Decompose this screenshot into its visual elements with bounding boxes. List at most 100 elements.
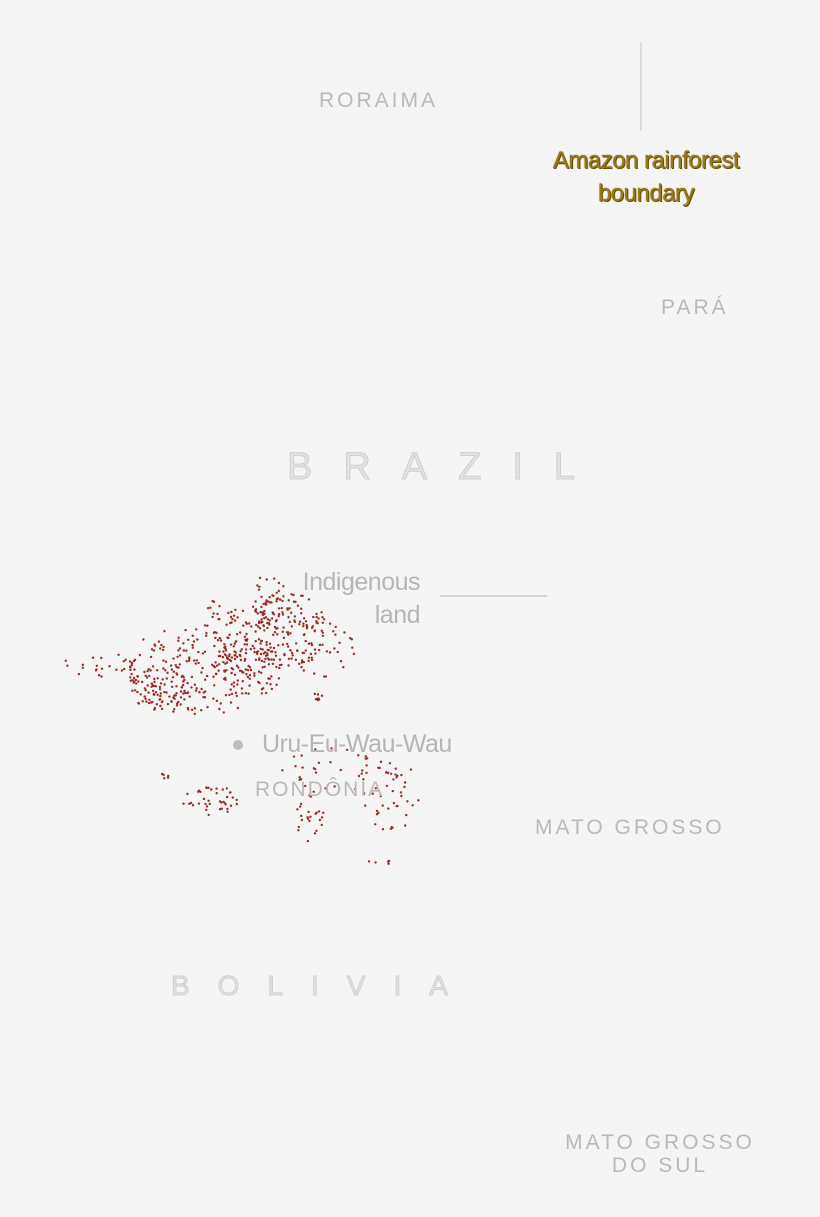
fire-point <box>205 786 208 790</box>
fire-point <box>190 675 194 679</box>
fire-point <box>212 675 215 678</box>
fire-point <box>233 619 237 622</box>
fire-point <box>186 691 190 694</box>
fire-point <box>218 808 222 811</box>
fire-point <box>91 656 95 659</box>
fire-point <box>258 576 262 580</box>
fire-point <box>230 610 233 614</box>
fire-point <box>200 671 203 674</box>
fire-point <box>236 683 239 686</box>
fire-point <box>198 691 201 694</box>
fire-point <box>313 648 317 651</box>
fire-point <box>254 639 257 643</box>
fire-point <box>232 685 236 688</box>
fire-point <box>290 625 293 628</box>
fire-point <box>149 669 152 672</box>
fire-point <box>360 772 363 775</box>
fire-point <box>233 650 236 653</box>
fire-point <box>229 688 232 691</box>
fire-point <box>270 617 274 620</box>
fire-point <box>211 615 214 619</box>
fire-point <box>159 682 163 685</box>
fire-point <box>157 640 161 643</box>
fire-point <box>405 813 408 817</box>
fire-point <box>243 643 246 646</box>
fire-point <box>266 626 269 630</box>
fire-point <box>336 650 339 654</box>
fire-point <box>240 670 243 673</box>
fire-point <box>196 638 199 641</box>
fire-point <box>311 625 314 628</box>
fire-point <box>305 625 309 628</box>
fire-point <box>275 665 278 669</box>
fire-point <box>301 594 304 597</box>
fire-point <box>164 669 167 672</box>
fire-point <box>165 677 168 680</box>
fire-point <box>309 652 313 656</box>
fire-point <box>381 828 385 831</box>
fire-point <box>227 611 230 615</box>
fire-point <box>162 667 165 670</box>
fire-point <box>172 696 175 699</box>
fire-point <box>364 755 367 758</box>
fire-point <box>292 755 296 758</box>
fire-point <box>172 657 175 660</box>
fire-point <box>313 832 317 835</box>
fire-point <box>178 647 182 650</box>
fire-point <box>207 813 210 817</box>
fire-point <box>174 694 177 697</box>
fire-point <box>212 697 215 700</box>
fire-point <box>267 622 271 625</box>
fire-point <box>195 687 198 690</box>
fire-point <box>306 817 310 820</box>
fire-point <box>260 618 263 621</box>
fire-point <box>94 669 98 672</box>
fire-point <box>175 685 178 688</box>
fire-point <box>132 676 136 680</box>
fire-point <box>287 599 290 602</box>
fire-point <box>210 788 213 791</box>
fire-point <box>205 805 209 808</box>
fire-point <box>254 630 257 633</box>
fire-point <box>231 618 234 621</box>
fire-point <box>265 578 268 581</box>
fire-point <box>197 790 200 793</box>
fire-point <box>269 683 272 686</box>
fire-point <box>320 629 323 632</box>
fire-point <box>268 677 271 680</box>
fire-point <box>147 701 151 705</box>
fire-point <box>298 620 302 623</box>
fire-point <box>409 768 413 771</box>
fire-point <box>191 646 194 649</box>
fire-point <box>260 692 264 695</box>
fire-point <box>218 800 222 803</box>
fire-point <box>324 787 327 790</box>
fire-point <box>260 595 263 598</box>
fire-point <box>159 647 162 650</box>
fire-point <box>266 618 270 621</box>
fire-point <box>222 711 225 714</box>
fire-point <box>235 664 239 667</box>
fire-point <box>172 670 176 673</box>
fire-point <box>188 656 191 659</box>
fire-point <box>342 666 345 669</box>
fire-point <box>296 808 299 811</box>
fire-point <box>202 691 205 694</box>
fire-point <box>175 692 178 695</box>
fire-point <box>307 810 310 814</box>
fire-point <box>379 794 382 798</box>
fire-point <box>310 658 314 662</box>
fire-point <box>277 644 280 647</box>
fire-point <box>270 675 273 678</box>
fire-point <box>81 663 85 666</box>
fire-point <box>277 615 280 618</box>
fire-point <box>265 643 268 646</box>
fire-point <box>77 672 81 676</box>
fire-point <box>313 692 316 696</box>
fire-point <box>224 803 227 806</box>
fire-point <box>244 692 247 695</box>
amazon-label-line2: boundary <box>597 180 695 207</box>
fire-point <box>248 622 251 625</box>
fire-point <box>218 605 221 608</box>
fire-point <box>261 620 264 624</box>
